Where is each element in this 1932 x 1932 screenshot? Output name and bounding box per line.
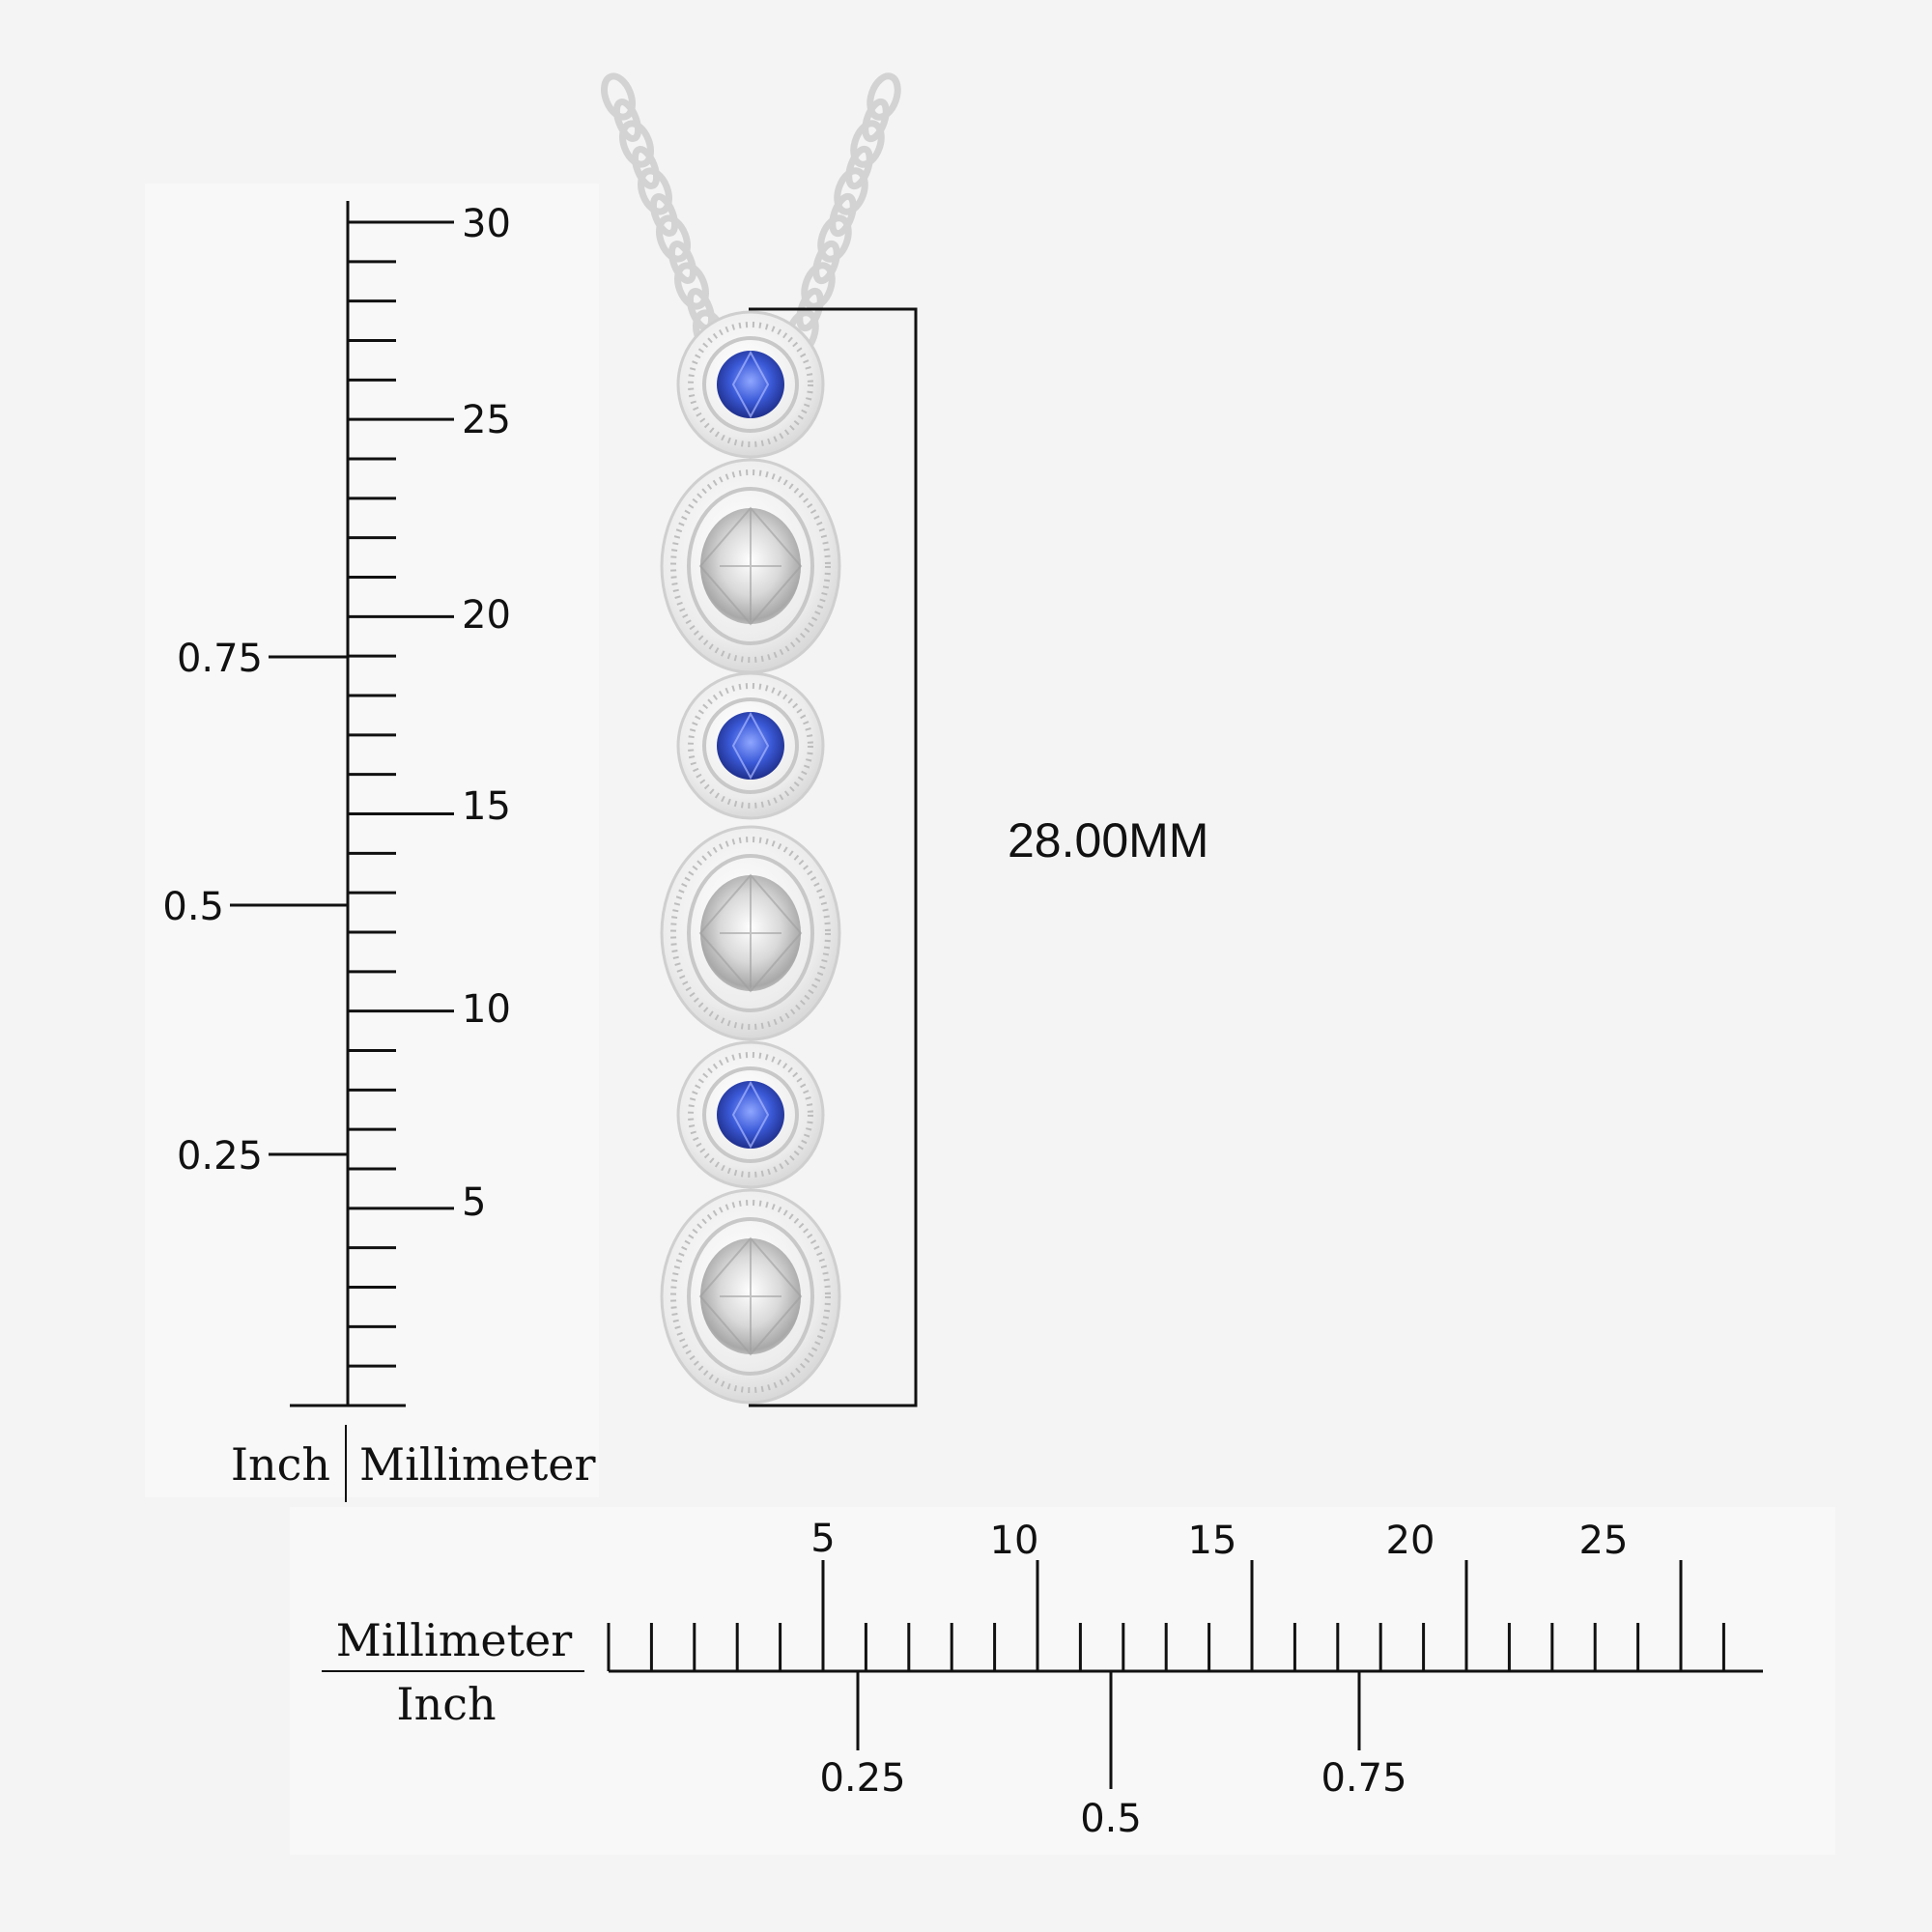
vertical-mm-label: 10 — [462, 987, 511, 1032]
chain-link — [619, 120, 654, 168]
vertical-inch-label: 0.75 — [177, 637, 263, 681]
vertical-mm-label: 20 — [462, 593, 511, 638]
vertical-inch-label: 0.5 — [162, 885, 224, 929]
vertical-ruler — [230, 201, 454, 1502]
chain-link — [862, 98, 890, 143]
horizontal-ruler — [322, 1560, 1763, 1789]
vertical-inch-label: 0.25 — [177, 1134, 263, 1179]
chain-link — [638, 167, 672, 215]
horizontal-mm-label: 25 — [1579, 1519, 1629, 1563]
bezel-oval — [660, 1188, 841, 1405]
horizontal-ruler-mm-ticks — [607, 1560, 1725, 1671]
vertical-ruler-mm-ticks — [348, 220, 454, 1368]
dimension-bracket — [749, 307, 918, 1407]
vertical-mm-label: 15 — [462, 784, 511, 829]
chain-link — [601, 72, 636, 121]
chain-link — [656, 214, 691, 263]
horizontal-mm-label: 20 — [1386, 1519, 1435, 1563]
chain-link — [812, 240, 840, 285]
dimension-label: 28.00MM — [1008, 813, 1208, 867]
chain-link — [801, 262, 836, 310]
bezel-round — [676, 671, 825, 820]
sapphire-icon — [717, 351, 784, 418]
horizontal-inch-label: 0.5 — [1080, 1797, 1142, 1841]
chain-link — [649, 193, 679, 237]
chain-link — [834, 167, 868, 215]
horizontal-caption-millimeter: Millimeter — [336, 1614, 573, 1666]
chain-link — [845, 145, 873, 190]
chain-link — [796, 287, 824, 332]
chain-link — [631, 146, 661, 189]
sapphire-icon — [717, 1081, 784, 1149]
chain-link — [817, 214, 852, 263]
horizontal-mm-label: 5 — [810, 1517, 835, 1561]
horizontal-ruler-panel — [290, 1507, 1835, 1855]
chain-link — [867, 72, 901, 121]
vertical-mm-label: 5 — [462, 1180, 486, 1225]
horizontal-caption-inch: Inch — [396, 1678, 496, 1730]
vertical-mm-label: 30 — [462, 202, 511, 246]
bezel-oval — [660, 825, 841, 1041]
chain-link — [668, 241, 697, 284]
sapphire-icon — [717, 712, 784, 780]
bezel-round — [676, 1040, 825, 1189]
vertical-caption-inch: Inch — [231, 1438, 330, 1491]
vertical-ruler-panel — [145, 184, 599, 1497]
horizontal-mm-label: 10 — [990, 1519, 1039, 1563]
horizontal-mm-label: 15 — [1188, 1519, 1237, 1563]
vertical-caption-millimeter: Millimeter — [359, 1438, 596, 1491]
horizontal-inch-label: 0.75 — [1321, 1756, 1406, 1801]
vertical-mm-label: 25 — [462, 398, 511, 442]
chain-link — [674, 262, 709, 310]
horizontal-inch-label: 0.25 — [819, 1756, 905, 1801]
chain-link — [829, 192, 857, 238]
pendant — [660, 310, 841, 1405]
chain-link — [850, 120, 885, 168]
bezel-oval — [660, 458, 841, 674]
chain-link — [612, 99, 642, 142]
bezel-round — [676, 310, 825, 459]
